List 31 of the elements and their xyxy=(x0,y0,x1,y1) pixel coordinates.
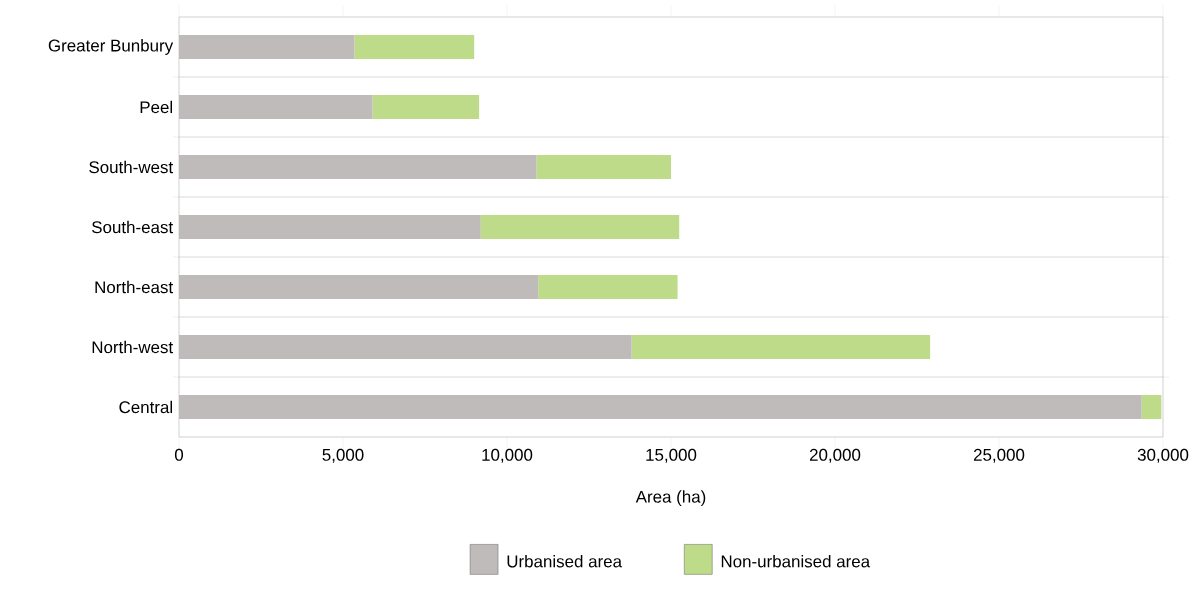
bar xyxy=(538,275,678,299)
bar xyxy=(480,215,680,239)
x-tick-label: 5,000 xyxy=(322,448,364,463)
y-tick-label: Peel xyxy=(140,100,173,114)
y-tick-label: North-east xyxy=(95,280,174,294)
bar xyxy=(536,155,672,179)
x-tick-label: 25,000 xyxy=(973,448,1025,463)
bar xyxy=(179,95,373,119)
y-tick-label: Central xyxy=(119,400,173,414)
bar xyxy=(354,35,475,59)
bar xyxy=(372,95,480,119)
x-axis-title: Area (ha) xyxy=(635,490,706,507)
legend-label: Non-urbanised area xyxy=(721,555,871,568)
x-tick-label: 0 xyxy=(174,448,184,461)
bar xyxy=(179,335,632,359)
bar xyxy=(179,395,1142,419)
bar xyxy=(179,155,537,179)
x-tick-label: 15,000 xyxy=(646,448,697,463)
y-tick-label: South-west xyxy=(89,160,174,174)
y-tick-label: Greater Bunbury xyxy=(48,39,174,55)
x-tick-label: 30,000 xyxy=(1137,448,1189,463)
bar xyxy=(631,335,931,359)
bar xyxy=(179,35,355,59)
bar xyxy=(1141,395,1162,419)
x-tick-label: 20,000 xyxy=(809,448,861,463)
y-tick-label: South-east xyxy=(92,220,174,234)
bar xyxy=(179,275,539,299)
x-tick-label: 10,000 xyxy=(482,448,533,463)
bar xyxy=(179,215,481,239)
y-tick-label: North-west xyxy=(92,340,174,354)
legend-label: Urbanised area xyxy=(507,555,623,568)
